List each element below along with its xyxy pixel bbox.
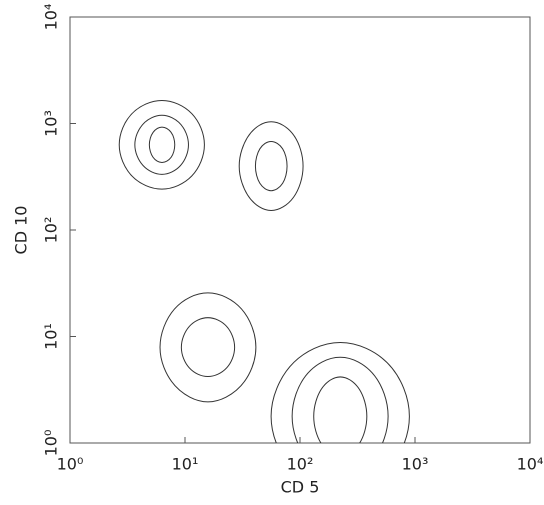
y-axis-title: CD 10: [12, 206, 31, 255]
contour-line: [134, 114, 189, 175]
x-tick-label: 10¹: [172, 455, 199, 474]
x-tick-label: 10⁴: [517, 455, 544, 474]
y-tick-label: 10¹: [42, 323, 61, 350]
contour-line: [254, 140, 288, 192]
y-tick-label: 10²: [42, 217, 61, 244]
contour-line: [180, 317, 236, 378]
x-tick-label: 10²: [287, 455, 314, 474]
plot-frame: [69, 16, 531, 444]
contour-line: [313, 376, 368, 443]
y-tick-label: 10⁰: [42, 430, 61, 457]
contour-line: [270, 341, 410, 443]
x-tick-label: 10⁰: [57, 455, 84, 474]
contour-line: [118, 99, 205, 190]
y-tick-label: 10³: [42, 110, 61, 137]
contour-group: [118, 99, 410, 443]
contour-line: [291, 356, 389, 443]
contour-line: [238, 121, 304, 211]
contour-line: [148, 126, 176, 164]
y-tick-label: 10⁴: [42, 4, 61, 31]
x-tick-label: 10³: [402, 455, 429, 474]
x-axis-title: CD 5: [281, 478, 320, 497]
contour-line: [159, 292, 257, 403]
